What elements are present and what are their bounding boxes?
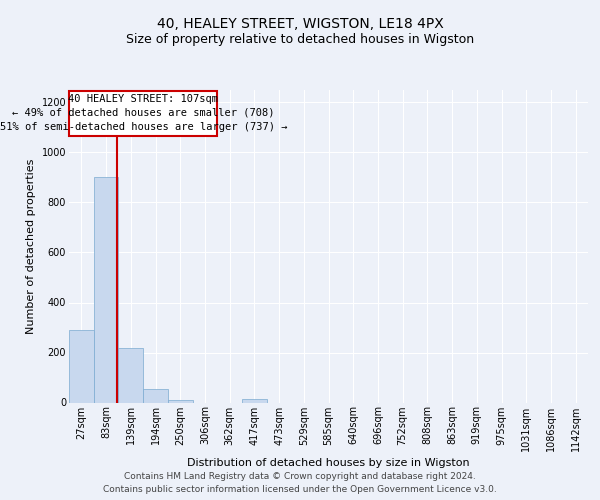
Text: 51% of semi-detached houses are larger (737) →: 51% of semi-detached houses are larger (…	[0, 122, 287, 132]
Bar	[143, 389, 168, 402]
Y-axis label: Number of detached properties: Number of detached properties	[26, 158, 36, 334]
Text: ← 49% of detached houses are smaller (708): ← 49% of detached houses are smaller (70…	[12, 108, 275, 118]
Bar	[168, 400, 193, 402]
Text: Size of property relative to detached houses in Wigston: Size of property relative to detached ho…	[126, 32, 474, 46]
Text: 40, HEALEY STREET, WIGSTON, LE18 4PX: 40, HEALEY STREET, WIGSTON, LE18 4PX	[157, 18, 443, 32]
Bar	[94, 178, 118, 402]
Text: Contains HM Land Registry data © Crown copyright and database right 2024.: Contains HM Land Registry data © Crown c…	[124, 472, 476, 481]
Bar	[69, 330, 94, 402]
Bar	[118, 348, 143, 403]
Text: Contains public sector information licensed under the Open Government Licence v3: Contains public sector information licen…	[103, 485, 497, 494]
Bar	[242, 399, 267, 402]
X-axis label: Distribution of detached houses by size in Wigston: Distribution of detached houses by size …	[187, 458, 470, 468]
Text: 40 HEALEY STREET: 107sqm: 40 HEALEY STREET: 107sqm	[68, 94, 218, 104]
FancyBboxPatch shape	[70, 91, 217, 136]
